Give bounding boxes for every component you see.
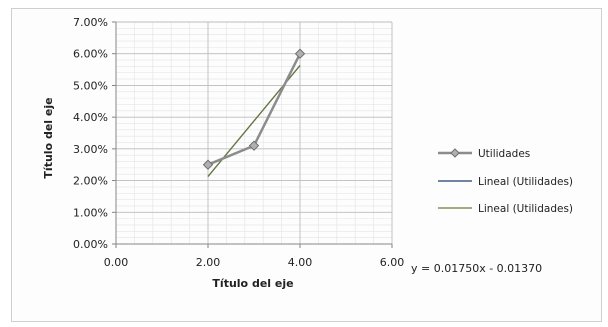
legend-label-lineal-1: Lineal (Utilidades): [478, 176, 573, 188]
data-point: [202, 159, 214, 170]
legend: Utilidades Lineal (Utilidades) Lineal (U…: [438, 148, 573, 215]
y-tick-label: 1.00%: [73, 206, 108, 219]
legend-marker-utilidades: [450, 148, 460, 158]
x-tick-label: 6.00: [380, 256, 405, 269]
y-tick-label: 6.00%: [73, 48, 108, 61]
y-tick-label: 5.00%: [73, 79, 108, 92]
x-tick-label: 2.00: [196, 256, 221, 269]
data-point: [248, 140, 260, 151]
x-tick-label: 4.00: [288, 256, 313, 269]
trendline-equation: y = 0.01750x - 0.01370: [411, 262, 542, 275]
axes: 0.00% 1.00% 2.00% 3.00% 4.00% 5.00% 6.00% 7.00%…: [73, 16, 404, 269]
legend-label-utilidades: Utilidades: [478, 148, 530, 160]
y-tick-label: 2.00%: [73, 175, 108, 188]
y-tick-label: 4.00%: [73, 111, 108, 124]
y-tick-label: 7.00%: [73, 16, 108, 29]
y-axis-title: Título del eje: [42, 97, 55, 178]
y-tick-label: 3.00%: [73, 143, 108, 156]
x-axis-title: Título del eje: [212, 277, 293, 290]
data-point: [294, 48, 306, 59]
series-layer: [202, 48, 306, 177]
legend-label-lineal-2: Lineal (Utilidades): [478, 203, 573, 215]
grid: [115, 21, 393, 245]
y-tick-label: 0.00%: [73, 238, 108, 251]
x-tick-label: 0.00: [104, 256, 129, 269]
